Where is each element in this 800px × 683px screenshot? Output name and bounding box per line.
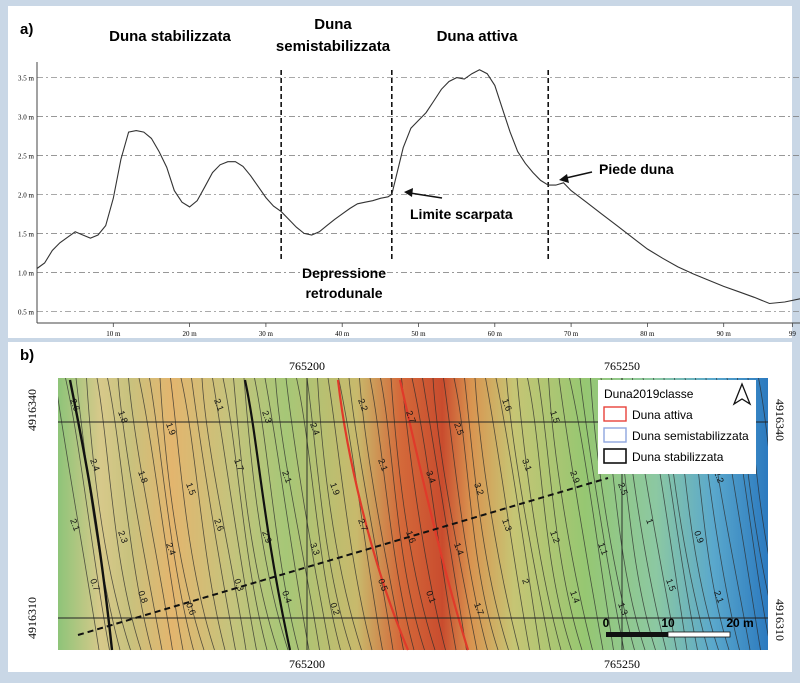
coord-left-4916340: 4916340 bbox=[25, 389, 39, 431]
coord-top-765200: 765200 bbox=[289, 359, 325, 373]
coord-right-4916340: 4916340 bbox=[773, 399, 787, 441]
legend-title: Duna2019classe bbox=[604, 387, 694, 401]
y-tick-label: 2.0 m bbox=[18, 191, 35, 199]
coord-top-765250: 765250 bbox=[604, 359, 640, 373]
panel-a-label: a) bbox=[20, 21, 33, 38]
y-tick-label: 0.5 m bbox=[18, 308, 35, 316]
zone-label-semi-line2: semistabilizzata bbox=[276, 38, 391, 55]
y-tick-label: 2.5 m bbox=[18, 152, 35, 160]
zone-label-semi-line1: Duna bbox=[314, 16, 352, 33]
legend-label-stabilizzata: Duna stabilizzata bbox=[632, 450, 724, 464]
annotation-piede-duna: Piede duna bbox=[599, 161, 674, 177]
annotation-depressione-line2: retrodunale bbox=[305, 285, 382, 301]
legend-label-attiva: Duna attiva bbox=[632, 408, 693, 422]
x-tick-label: 60 m bbox=[488, 330, 503, 338]
coord-right-4916310: 4916310 bbox=[773, 599, 787, 641]
coord-left-4916310: 4916310 bbox=[25, 597, 39, 639]
scale-label-0: 0 bbox=[603, 616, 610, 630]
y-tick-label: 1.0 m bbox=[18, 269, 35, 277]
x-tick-label: 80 m bbox=[640, 330, 655, 338]
zone-label-attiva: Duna attiva bbox=[437, 28, 519, 45]
x-tick-label: 40 m bbox=[335, 330, 350, 338]
coord-bottom-765200: 765200 bbox=[289, 657, 325, 671]
x-tick-label: 50 m bbox=[411, 330, 426, 338]
y-tick-label: 3.5 m bbox=[18, 75, 35, 83]
map-legend: Duna2019classe Duna attiva Duna semistab… bbox=[598, 380, 756, 474]
annotation-limite-scarpata: Limite scarpata bbox=[410, 206, 513, 222]
x-tick-label: 90 m bbox=[717, 330, 732, 338]
x-tick-label: 99 bbox=[789, 330, 797, 338]
scale-bar-white bbox=[668, 632, 730, 637]
legend-label-semistabilizzata: Duna semistabilizzata bbox=[632, 429, 749, 443]
annotation-depressione-line1: Depressione bbox=[302, 265, 386, 281]
zone-label-stabilizzata: Duna stabilizzata bbox=[109, 28, 231, 45]
x-tick-label: 10 m bbox=[106, 330, 121, 338]
panel-b-label: b) bbox=[20, 347, 34, 364]
scale-bar-black bbox=[606, 632, 668, 637]
x-tick-label: 20 m bbox=[182, 330, 197, 338]
panel-a-background bbox=[8, 6, 792, 338]
y-tick-label: 3.0 m bbox=[18, 114, 35, 122]
coord-bottom-765250: 765250 bbox=[604, 657, 640, 671]
scale-label-20: 20 m bbox=[726, 616, 753, 630]
scale-label-10: 10 bbox=[661, 616, 675, 630]
x-tick-label: 70 m bbox=[564, 330, 579, 338]
x-tick-label: 30 m bbox=[259, 330, 274, 338]
y-tick-label: 1.5 m bbox=[18, 230, 35, 238]
